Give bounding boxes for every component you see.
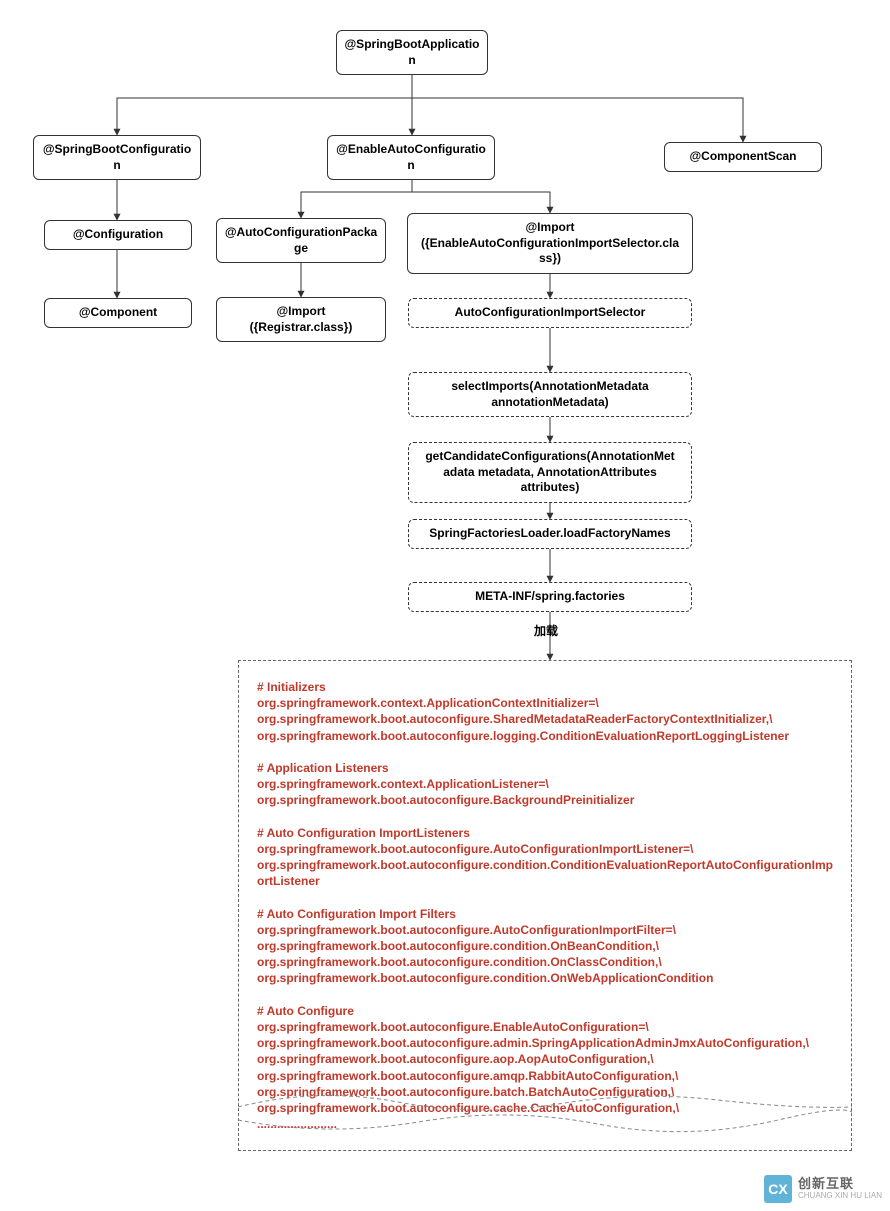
factories-line: org.springframework.boot.autoconfigure.b… [257, 1085, 674, 1099]
factories-section-title: # Auto Configure [257, 1004, 354, 1018]
factories-line: org.springframework.boot.autoconfigure.A… [257, 842, 693, 856]
edge-label-load: 加载 [534, 622, 558, 639]
node-autoConfigImportSelector: AutoConfigurationImportSelector [408, 298, 692, 328]
node-springBootConfig: @SpringBootConfiguratio n [33, 135, 201, 180]
factories-line: org.springframework.boot.autoconfigure.a… [257, 1069, 678, 1083]
factories-line: org.springframework.boot.autoconfigure.S… [257, 712, 772, 726]
node-autoConfigPackage: @AutoConfigurationPacka ge [216, 218, 386, 263]
factories-line: org.springframework.boot.autoconfigure.c… [257, 1101, 679, 1115]
factories-line: org.springframework.boot.autoconfigure.c… [257, 939, 659, 953]
factories-section-title: # Auto Configuration ImportListeners [257, 826, 470, 840]
factories-section-title: # Application Listeners [257, 761, 389, 775]
factories-section-title: # Initializers [257, 680, 326, 694]
factories-line: ........................ [257, 1117, 337, 1131]
factories-line: org.springframework.boot.autoconfigure.a… [257, 1036, 809, 1050]
factories-content-box: # Initializers org.springframework.contex… [238, 660, 852, 1151]
factories-line: org.springframework.boot.autoconfigure.E… [257, 1020, 649, 1034]
node-importRegistrar: @Import ({Registrar.class}) [216, 297, 386, 342]
node-component: @Component [44, 298, 192, 328]
factories-section-title: # Auto Configuration Import Filters [257, 907, 456, 921]
node-metaInfFactories: META-INF/spring.factories [408, 582, 692, 612]
node-importEnableSelector: @Import ({EnableAutoConfigurationImportS… [407, 213, 693, 274]
edge-2 [412, 66, 743, 142]
node-enableAutoConfig: @EnableAutoConfiguratio n [327, 135, 495, 180]
node-root: @SpringBootApplicatio n [336, 30, 488, 75]
logo-mark-icon: CX [764, 1175, 792, 1203]
factories-line: org.springframework.boot.autoconfigure.A… [257, 923, 676, 937]
factories-line: org.springframework.boot.autoconfigure.c… [257, 971, 713, 985]
factories-line: org.springframework.context.ApplicationC… [257, 696, 599, 710]
node-selectImports: selectImports(AnnotationMetadata annotat… [408, 372, 692, 417]
watermark-logo: CX 创新互联 CHUANG XIN HU LIAN [764, 1175, 882, 1203]
factories-line: org.springframework.boot.autoconfigure.c… [257, 858, 833, 888]
node-componentScan: @ComponentScan [664, 142, 822, 172]
node-configuration: @Configuration [44, 220, 192, 250]
factories-line: org.springframework.boot.autoconfigure.B… [257, 793, 634, 807]
factories-line: org.springframework.boot.autoconfigure.c… [257, 955, 662, 969]
logo-text-en: CHUANG XIN HU LIAN [798, 1192, 882, 1201]
node-getCandidateConfigs: getCandidateConfigurations(AnnotationMet… [408, 442, 692, 503]
factories-line: org.springframework.boot.autoconfigure.a… [257, 1052, 654, 1066]
edge-0 [117, 66, 412, 135]
node-springFactoriesLoader: SpringFactoriesLoader.loadFactoryNames [408, 519, 692, 549]
factories-line: org.springframework.context.ApplicationL… [257, 777, 549, 791]
logo-text-cn: 创新互联 [798, 1177, 882, 1191]
factories-line: org.springframework.boot.autoconfigure.l… [257, 729, 789, 743]
